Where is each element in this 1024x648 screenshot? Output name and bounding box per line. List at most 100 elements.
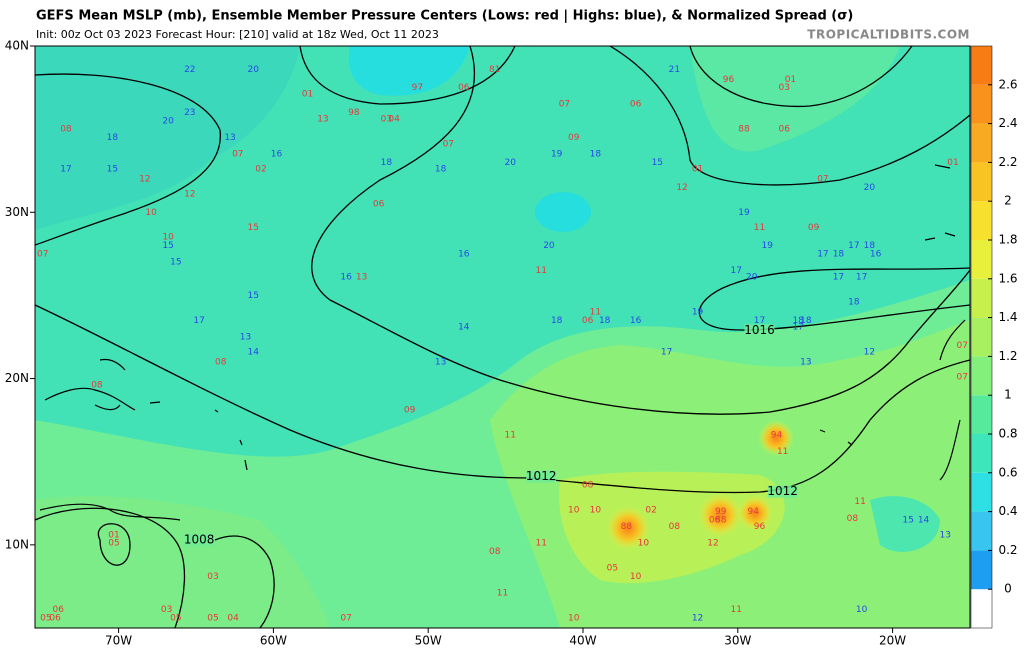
low-center: 11 bbox=[535, 539, 546, 549]
high-center: 18 bbox=[864, 241, 876, 251]
low-center: 05 bbox=[170, 614, 181, 624]
low-center: 94 bbox=[748, 507, 760, 517]
high-center: 12 bbox=[692, 614, 703, 624]
low-center: 08 bbox=[847, 514, 859, 524]
high-center: 18 bbox=[833, 249, 845, 259]
low-center: 07 bbox=[957, 341, 968, 351]
x-tick-label: 70W bbox=[105, 634, 132, 648]
low-center: 11 bbox=[535, 266, 546, 276]
low-center: 07 bbox=[232, 150, 243, 160]
low-center: 06 bbox=[779, 125, 791, 135]
low-center: 06 bbox=[49, 614, 61, 624]
high-center: 13 bbox=[435, 357, 446, 367]
low-center: 03 bbox=[381, 115, 392, 125]
low-center: 88 bbox=[738, 125, 750, 135]
x-tick-label: 60W bbox=[260, 634, 287, 648]
colorbar-tick-label: 2 bbox=[1004, 194, 1012, 208]
low-center: 10 bbox=[145, 208, 157, 218]
colorbar-segment bbox=[971, 46, 992, 85]
low-center: 06 bbox=[373, 199, 385, 209]
colorbar-segment bbox=[971, 240, 992, 279]
low-center: 12 bbox=[184, 189, 195, 199]
high-center: 14 bbox=[458, 323, 470, 333]
contour-label: 1008 bbox=[184, 532, 215, 546]
subtitle: Init: 00z Oct 03 2023 Forecast Hour: [21… bbox=[36, 28, 439, 41]
high-center: 16 bbox=[630, 316, 642, 326]
low-center: 10 bbox=[638, 539, 650, 549]
high-center: 18 bbox=[435, 165, 447, 175]
title: GEFS Mean MSLP (mb), Ensemble Member Pre… bbox=[36, 9, 853, 24]
high-center: 17 bbox=[193, 316, 204, 326]
high-center: 15 bbox=[162, 241, 173, 251]
low-center: 11 bbox=[590, 308, 601, 318]
x-tick-label: 40W bbox=[569, 634, 596, 648]
map-field bbox=[35, 46, 970, 628]
low-center: 98 bbox=[348, 108, 360, 118]
credit: TROPICALTIDBITS.COM bbox=[807, 28, 970, 42]
low-center: 07 bbox=[340, 614, 351, 624]
contour-label: 1012 bbox=[767, 484, 798, 498]
colorbar-tick-label: 2.2 bbox=[998, 155, 1017, 169]
colorbar-segment bbox=[971, 84, 992, 124]
high-center: 17 bbox=[661, 347, 672, 357]
y-tick-label: 10N bbox=[5, 537, 29, 551]
low-center: 01 bbox=[108, 530, 119, 540]
x-tick-label: 30W bbox=[724, 634, 751, 648]
high-center: 19 bbox=[761, 241, 773, 251]
low-center: 08 bbox=[60, 125, 72, 135]
low-center: 04 bbox=[388, 115, 400, 125]
low-center: 02 bbox=[255, 165, 266, 175]
low-center: 04 bbox=[227, 614, 239, 624]
colorbar-tick-label: 2.4 bbox=[998, 116, 1017, 130]
colorbar-tick-label: 0.2 bbox=[998, 543, 1017, 557]
contour-label-bg bbox=[744, 324, 775, 337]
low-center: 07 bbox=[817, 175, 828, 185]
low-center: 11 bbox=[854, 497, 865, 507]
colorbar-segment bbox=[971, 511, 992, 551]
high-center: 18 bbox=[599, 316, 611, 326]
colorbar-tick-label: 0.4 bbox=[998, 504, 1017, 518]
high-center: 20 bbox=[746, 273, 758, 283]
high-center: 16 bbox=[271, 150, 283, 160]
colorbar-segment bbox=[971, 356, 992, 396]
colorbar-segment bbox=[971, 550, 992, 590]
low-center: 01 bbox=[692, 165, 703, 175]
high-center: 13 bbox=[240, 333, 251, 343]
low-center: 07 bbox=[559, 100, 570, 110]
low-center: 05 bbox=[207, 614, 218, 624]
low-center: 11 bbox=[777, 447, 788, 457]
low-center: 10 bbox=[162, 233, 174, 243]
high-center: 17 bbox=[817, 249, 828, 259]
y-tick-label: 20N bbox=[5, 371, 29, 385]
contour-label-bg bbox=[526, 470, 557, 483]
low-center: 11 bbox=[505, 431, 516, 441]
colorbar-segment bbox=[971, 123, 992, 163]
low-center: 07 bbox=[443, 140, 454, 150]
low-center: 99 bbox=[715, 507, 727, 517]
colorbar-tick-label: 0.6 bbox=[998, 465, 1017, 479]
x-tick-label: 50W bbox=[415, 634, 442, 648]
low-center: 10 bbox=[590, 505, 602, 515]
low-center: 12 bbox=[139, 175, 150, 185]
low-center: 97 bbox=[412, 83, 423, 93]
low-center: 07 bbox=[957, 372, 968, 382]
high-center: 17 bbox=[833, 273, 844, 283]
low-center: 06 bbox=[458, 83, 470, 93]
high-center: 18 bbox=[800, 316, 812, 326]
low-center: 08 bbox=[582, 480, 594, 490]
contour-label: 1016 bbox=[744, 323, 775, 337]
colorbar-tick-label: 0 bbox=[1004, 582, 1012, 596]
map-frame bbox=[34, 45, 971, 629]
low-center: 13 bbox=[317, 115, 328, 125]
low-center: 01 bbox=[947, 158, 958, 168]
high-center: 17 bbox=[731, 266, 742, 276]
high-center: 17 bbox=[848, 241, 859, 251]
low-center: 08 bbox=[669, 522, 681, 532]
low-center: 96 bbox=[754, 522, 766, 532]
high-center: 19 bbox=[551, 150, 563, 160]
low-center: 15 bbox=[248, 223, 259, 233]
colorbar-tick-label: 1.6 bbox=[998, 271, 1017, 285]
colorbar-segment bbox=[971, 472, 992, 512]
low-center: 06 bbox=[630, 100, 642, 110]
low-center: 08 bbox=[91, 381, 103, 391]
